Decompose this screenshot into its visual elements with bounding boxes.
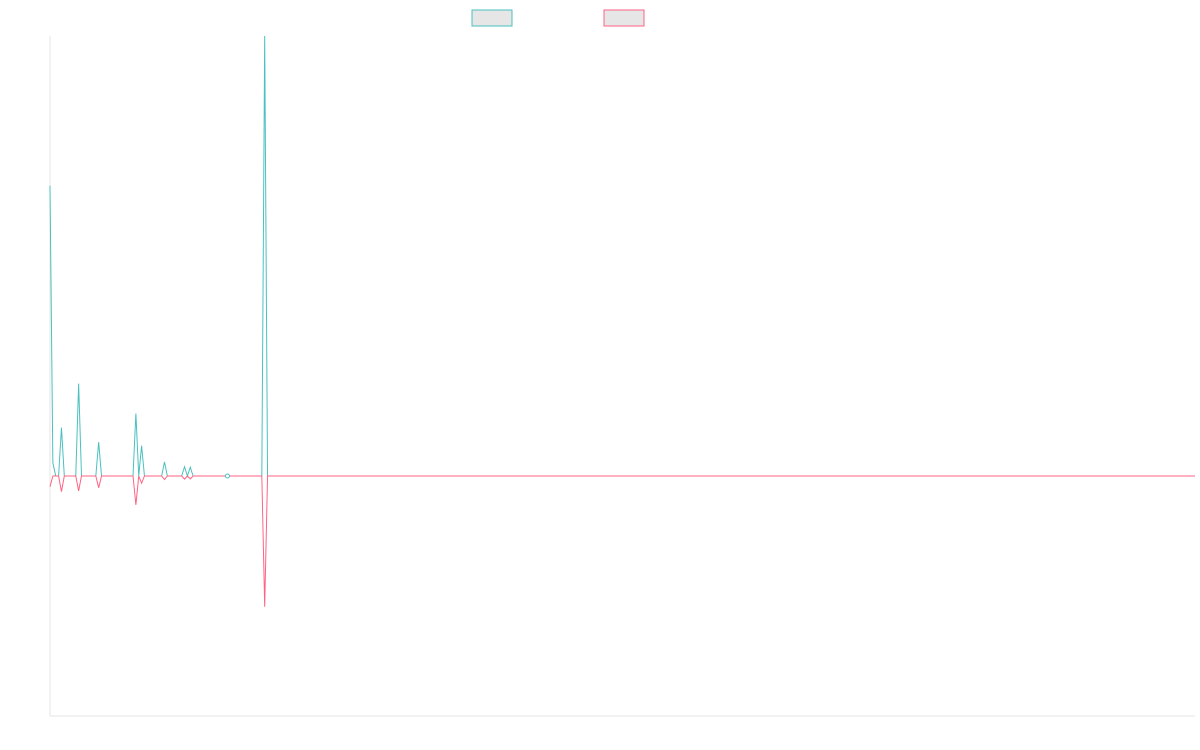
series-line-2 [49,475,1195,607]
legend-swatch[interactable] [603,9,645,27]
series-line-1 [49,35,1195,478]
data-point-marker[interactable] [224,473,230,479]
axes [49,36,1195,717]
series-layer [49,35,1195,607]
legend [471,9,645,27]
legend-swatch[interactable] [471,9,513,27]
legend-item[interactable] [471,9,513,27]
legend-item[interactable] [603,9,645,27]
